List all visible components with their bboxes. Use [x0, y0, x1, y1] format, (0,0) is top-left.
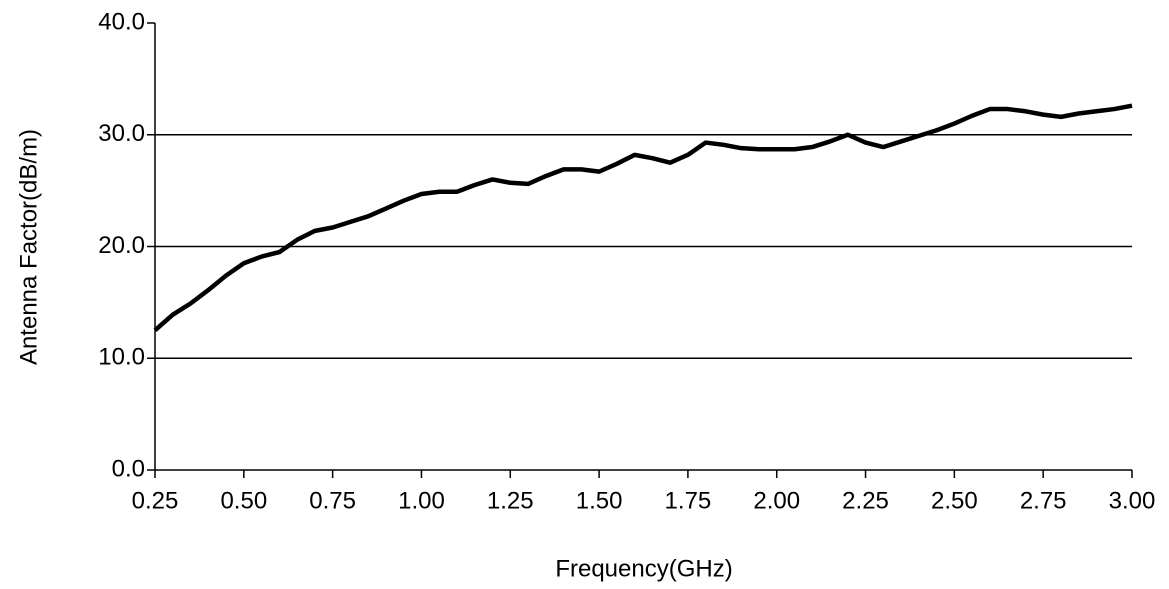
x-tick-label: 3.00	[1109, 487, 1156, 514]
x-tick-label: 0.75	[309, 487, 356, 514]
x-tick-label: 1.25	[487, 487, 534, 514]
y-axis-label: Antenna Factor(dB/m)	[15, 129, 42, 365]
y-tick-label: 0.0	[112, 455, 145, 482]
y-tick-label: 10.0	[98, 344, 145, 371]
x-tick-label: 0.50	[220, 487, 267, 514]
y-tick-label: 30.0	[98, 120, 145, 147]
x-tick-label: 2.75	[1020, 487, 1067, 514]
x-tick-label: 0.25	[132, 487, 179, 514]
y-tick-label: 40.0	[98, 8, 145, 35]
x-tick-label: 1.00	[398, 487, 445, 514]
x-axis-label: Frequency(GHz)	[555, 555, 732, 582]
x-tick-label: 2.50	[931, 487, 978, 514]
x-tick-label: 2.00	[753, 487, 800, 514]
x-tick-label: 1.75	[665, 487, 712, 514]
data-line	[153, 103, 1133, 333]
x-tick-label: 2.25	[842, 487, 889, 514]
x-tick-label: 1.50	[576, 487, 623, 514]
y-tick-label: 20.0	[98, 232, 145, 259]
